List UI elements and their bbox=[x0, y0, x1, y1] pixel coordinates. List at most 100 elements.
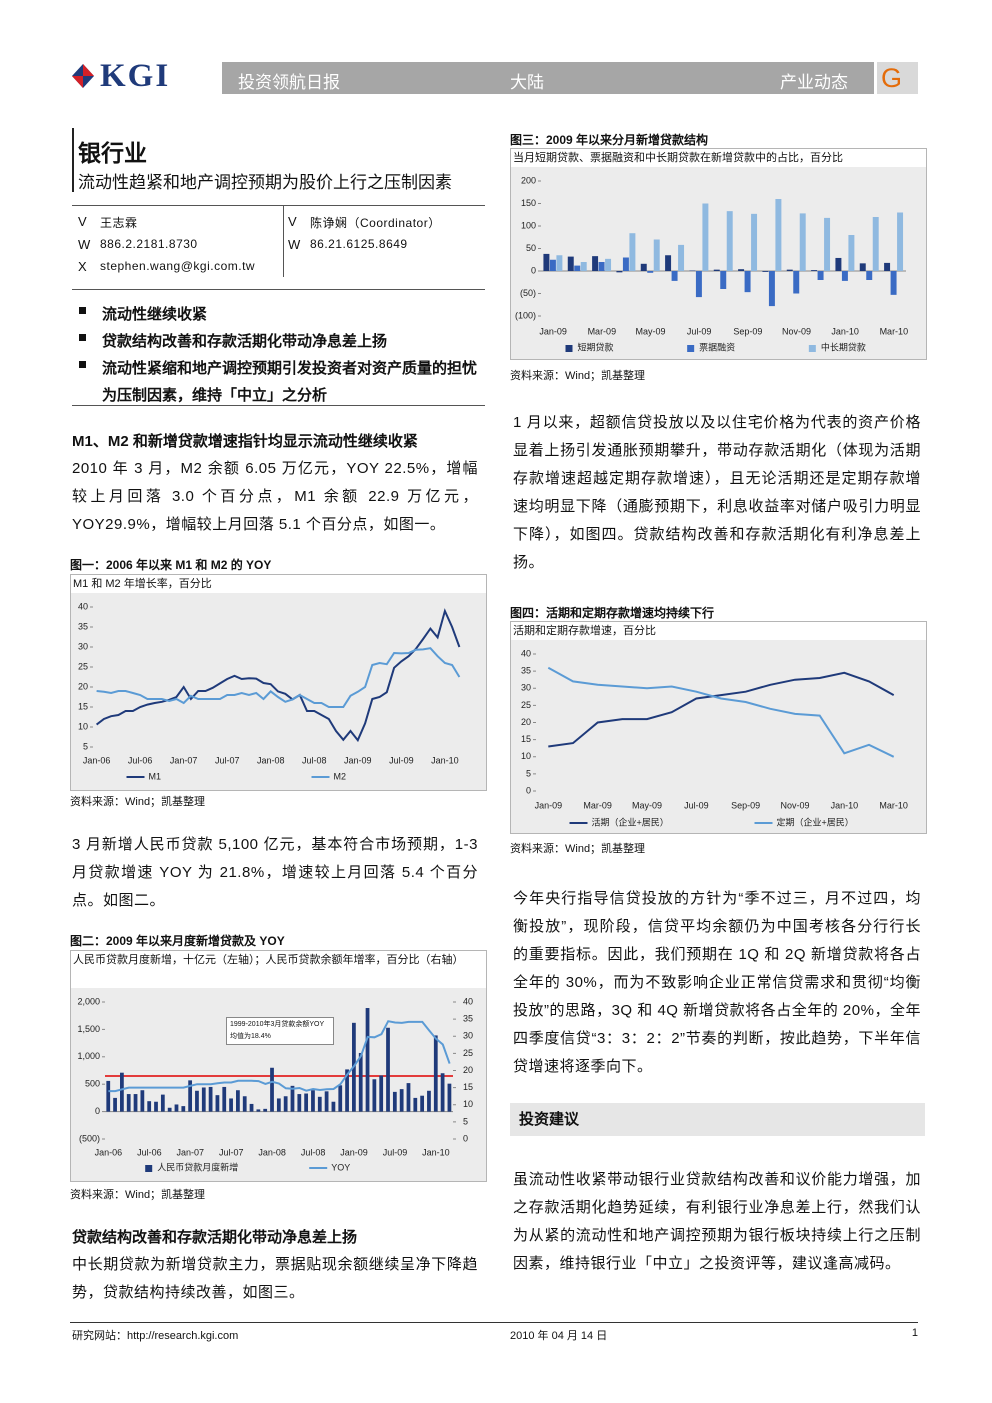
figure-box: M1 和 M2 年增长率，百分比 5 10 15 20 25 30 35 40 Jan-06 Jul… bbox=[70, 574, 487, 791]
bar bbox=[311, 1090, 315, 1112]
bar bbox=[427, 1090, 431, 1112]
bar bbox=[372, 1079, 377, 1112]
y-tick-label: 25 bbox=[463, 1048, 473, 1058]
legend-label: 票据融资 bbox=[699, 341, 735, 352]
y-tick-label: 20 bbox=[78, 681, 88, 691]
line-series bbox=[96, 647, 461, 708]
x-tick-label: Jan-09 bbox=[344, 755, 372, 765]
bar bbox=[106, 1080, 111, 1112]
chart: 0 5 10 15 20 25 30 35 40 Jan-09 Mar-09 May-09 Jul-09… bbox=[521, 648, 908, 827]
bar bbox=[640, 263, 647, 271]
y-tick-label: 0 bbox=[463, 1133, 468, 1143]
y-tick-label: 15 bbox=[78, 701, 88, 711]
y-tick-label: 30 bbox=[78, 641, 88, 651]
x-tick-label: Jan-08 bbox=[258, 1147, 286, 1157]
x-tick-label: Jul-07 bbox=[219, 1147, 244, 1157]
bar bbox=[678, 244, 685, 271]
y-tick-label: 5 bbox=[463, 1116, 468, 1126]
bar bbox=[884, 262, 891, 271]
rule bbox=[72, 289, 485, 290]
bar bbox=[160, 1094, 165, 1112]
bar bbox=[113, 1097, 117, 1112]
y-tick-label: 0 bbox=[526, 785, 531, 795]
bar bbox=[622, 257, 629, 271]
y-tick-label: 25 bbox=[78, 661, 88, 671]
footer-page: 1 bbox=[911, 1327, 918, 1339]
legend-swatch bbox=[145, 1165, 153, 1172]
y-tick-label: 5 bbox=[83, 741, 88, 751]
bar bbox=[413, 1097, 418, 1112]
bar bbox=[317, 1096, 322, 1112]
bar bbox=[786, 269, 793, 271]
bar bbox=[726, 211, 733, 271]
y-tick-label: 1,500 bbox=[77, 1024, 100, 1034]
bar bbox=[324, 1091, 329, 1112]
y-tick-label: 0 bbox=[531, 265, 536, 275]
bar bbox=[543, 253, 550, 271]
line-series bbox=[95, 608, 461, 743]
rule bbox=[72, 205, 485, 206]
bar bbox=[775, 199, 782, 271]
bar bbox=[188, 1080, 193, 1112]
bar bbox=[195, 1090, 199, 1112]
legend-swatch bbox=[808, 345, 816, 352]
x-tick-label: Jan-09 bbox=[535, 800, 563, 810]
bar bbox=[616, 271, 623, 273]
line-series bbox=[548, 671, 895, 748]
legend-label: 人民币贷款月度新增 bbox=[157, 1161, 238, 1172]
chart: (500) 0 500 1,000 1,500 2,000 0 5 10 15 20 25 30 35 40… bbox=[77, 996, 473, 1172]
y-tick-label: 2,000 bbox=[77, 996, 100, 1006]
analyst-tag: V bbox=[78, 214, 87, 229]
x-tick-label: Nov-09 bbox=[780, 800, 809, 810]
legend-label: 定期（企业+居民） bbox=[777, 816, 854, 827]
bar bbox=[580, 262, 587, 271]
x-tick-label: Jan-08 bbox=[257, 755, 285, 765]
y-tick-label: 30 bbox=[521, 683, 531, 693]
y-tick-label: 200 bbox=[521, 175, 536, 185]
analyst-tag: V bbox=[288, 214, 297, 229]
x-tick-label: Jul-09 bbox=[687, 326, 712, 336]
y-tick-label: 1,000 bbox=[77, 1051, 100, 1061]
x-tick-label: Mar-10 bbox=[879, 800, 908, 810]
bar bbox=[181, 1106, 186, 1112]
rule bbox=[72, 405, 485, 406]
bar bbox=[140, 1090, 145, 1112]
bar bbox=[133, 1094, 138, 1112]
legend-label: YOY bbox=[331, 1162, 350, 1172]
bar bbox=[866, 271, 873, 280]
figure-subtitle: 活期和定期存款增速，百分比 bbox=[511, 622, 926, 640]
section-heading: 投资建议 bbox=[510, 1103, 925, 1136]
legend-swatch bbox=[687, 345, 695, 352]
bar bbox=[702, 203, 709, 271]
y-tick-label: 35 bbox=[78, 621, 88, 631]
legend-label: 中长期贷款 bbox=[821, 341, 866, 352]
y-tick-label: (50) bbox=[520, 288, 536, 298]
figure-source: 资料来源：Wind；凯基整理 bbox=[70, 796, 206, 808]
analyst-tag: W bbox=[288, 236, 301, 252]
y-tick-label: 100 bbox=[521, 220, 536, 230]
bar bbox=[859, 263, 866, 271]
figure-source: 资料来源：Wind；凯基整理 bbox=[510, 843, 646, 855]
bar bbox=[598, 262, 605, 271]
bar bbox=[738, 269, 745, 271]
header-title: 投资领航日报 bbox=[238, 73, 340, 92]
header-letter: G bbox=[877, 62, 918, 94]
bar bbox=[799, 213, 806, 271]
figure-title: 图一：2006 年以来 M1 和 M2 的 YOY bbox=[70, 558, 272, 572]
y-tick-label: 150 bbox=[521, 198, 536, 208]
logo-text: KGI bbox=[100, 58, 171, 94]
y-tick-label: 10 bbox=[463, 1099, 473, 1109]
y-tick-label: 15 bbox=[463, 1082, 473, 1092]
bar bbox=[201, 1087, 206, 1112]
bar bbox=[720, 271, 727, 289]
title-rule bbox=[72, 128, 74, 192]
bar bbox=[793, 271, 800, 294]
y-tick-label: 40 bbox=[463, 996, 473, 1006]
headline: 流动性趋紧和地产调控预期为股价上行之压制因素 bbox=[78, 173, 452, 192]
bar bbox=[208, 1086, 213, 1112]
bar bbox=[556, 255, 563, 271]
bar bbox=[744, 271, 751, 293]
bar bbox=[824, 217, 831, 271]
x-tick-label: Jul-08 bbox=[301, 1147, 326, 1157]
